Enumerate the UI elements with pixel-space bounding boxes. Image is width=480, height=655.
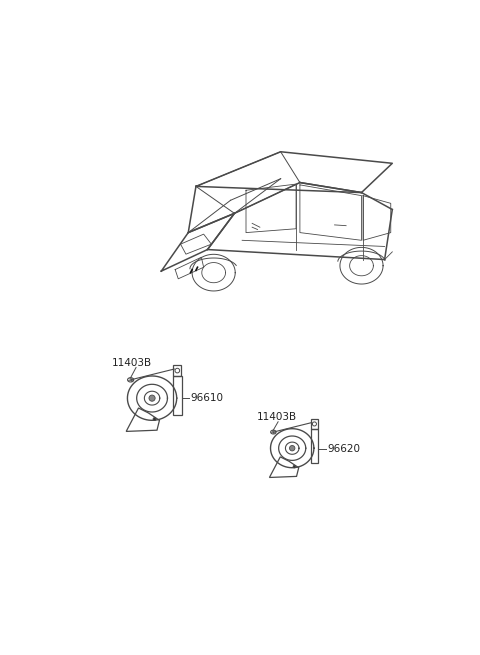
Ellipse shape (271, 430, 276, 434)
Text: 11403B: 11403B (256, 412, 297, 422)
Text: 11403B: 11403B (111, 358, 152, 368)
Circle shape (289, 445, 295, 451)
Text: 96620: 96620 (327, 443, 360, 454)
Circle shape (293, 465, 296, 468)
Circle shape (153, 417, 156, 421)
Ellipse shape (128, 378, 134, 382)
Text: 96610: 96610 (191, 393, 224, 403)
Circle shape (149, 395, 155, 402)
